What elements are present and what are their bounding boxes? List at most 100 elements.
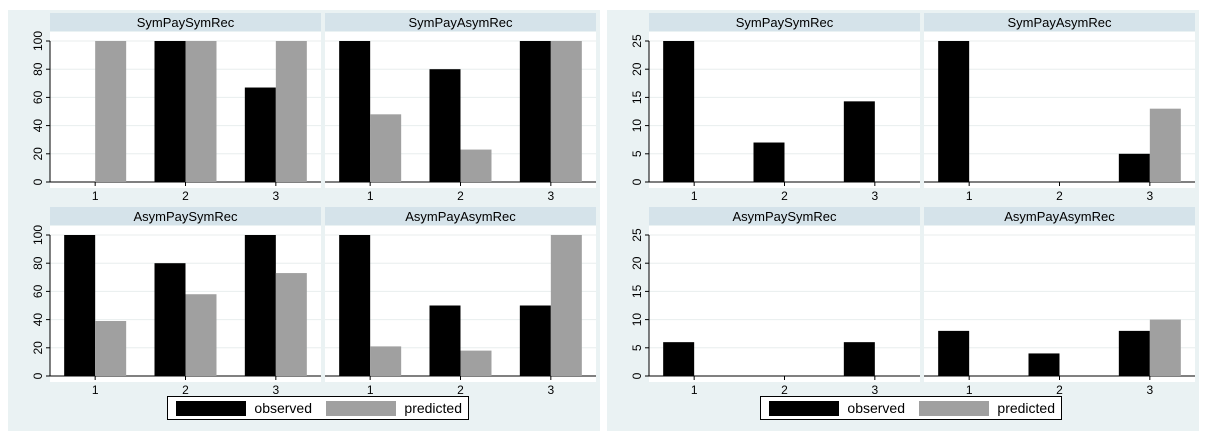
panel-title: SymPayAsymRec [408, 15, 513, 30]
bar-observed [663, 41, 695, 182]
legend: observed predicted [167, 396, 469, 420]
panel: SymPayAsymRec 1 2 3 [325, 13, 596, 203]
bar-observed [1028, 353, 1060, 376]
panel-header [50, 13, 321, 31]
bar-observed [339, 235, 371, 376]
bar-observed [154, 41, 186, 182]
y-tick-label: 60 [31, 284, 45, 298]
bar-predicted [275, 41, 307, 182]
panel-title: AsymPaySymRec [133, 209, 238, 224]
y-tick-label: 0 [31, 178, 45, 185]
y-tick-label: 100 [31, 31, 45, 51]
x-tick-label: 1 [367, 383, 374, 397]
bar-predicted [460, 149, 492, 182]
legend: observed predicted [760, 396, 1062, 420]
bar-observed [1118, 330, 1150, 376]
y-tick-label: 0 [630, 178, 644, 185]
bar-observed [938, 41, 970, 182]
x-tick-label: 2 [781, 189, 788, 203]
bar-observed [938, 330, 970, 376]
y-tick-label: 20 [31, 147, 45, 161]
bar-observed [429, 305, 461, 376]
panel-title: AsymPaySymRec [732, 209, 837, 224]
bar-predicted [460, 350, 492, 376]
panel-title: SymPaySymRec [736, 15, 834, 30]
y-tick-label: 10 [630, 119, 644, 133]
bar-predicted [95, 321, 127, 376]
y-tick-label: 25 [630, 34, 644, 48]
y-tick-label: 0 [630, 372, 644, 379]
legend-swatch-predicted [919, 400, 990, 416]
x-tick-label: 1 [92, 189, 99, 203]
y-tick-label: 10 [630, 313, 644, 327]
panel-header [649, 13, 920, 31]
graph-counts: SymPaySymRec 0 5 10 15 20 25 1 2 3 SymPayAsymRec 1 2… [607, 10, 1199, 431]
panel-title: AsymPayAsymRec [405, 209, 516, 224]
x-tick-label: 2 [781, 383, 788, 397]
x-tick-label: 3 [871, 189, 878, 203]
y-tick-label: 80 [31, 62, 45, 76]
panel-title: SymPaySymRec [137, 15, 235, 30]
bar-observed [519, 41, 551, 182]
legend-label-observed: observed [847, 400, 905, 416]
bar-predicted [95, 41, 127, 182]
x-tick-label: 3 [1146, 189, 1153, 203]
y-tick-label: 20 [31, 341, 45, 355]
panel-header [924, 207, 1195, 225]
panel-header [50, 207, 321, 225]
bar-observed [339, 41, 371, 182]
y-tick-label: 5 [630, 344, 644, 351]
panel-header [325, 13, 596, 31]
panel: SymPaySymRec 0 20 40 60 80 100 1 2 3 [31, 13, 321, 203]
x-tick-label: 1 [691, 383, 698, 397]
y-tick-label: 5 [630, 150, 644, 157]
legend-label-predicted: predicted [404, 400, 462, 416]
x-tick-label: 3 [272, 189, 279, 203]
y-tick-label: 25 [630, 228, 644, 242]
legend-swatch-predicted [326, 400, 397, 416]
y-tick-label: 15 [630, 90, 644, 104]
y-tick-label: 100 [31, 225, 45, 245]
panel: AsymPayAsymRec 1 2 3 [924, 207, 1195, 397]
y-tick-label: 20 [630, 256, 644, 270]
x-tick-label: 3 [1146, 383, 1153, 397]
y-tick-label: 80 [31, 256, 45, 270]
x-tick-label: 2 [182, 189, 189, 203]
bar-predicted [275, 273, 307, 376]
y-tick-label: 0 [31, 372, 45, 379]
panel: AsymPaySymRec 0 5 10 15 20 25 1 2 3 [630, 207, 920, 397]
x-tick-label: 1 [691, 189, 698, 203]
bar-predicted [550, 235, 582, 376]
bar-observed [843, 101, 875, 182]
graph-percentage: SymPaySymRec 0 20 40 60 80 100 1 2 3 SymPayAsymRec… [8, 10, 600, 431]
x-tick-label: 1 [367, 189, 374, 203]
x-tick-label: 2 [1056, 189, 1063, 203]
bar-observed [843, 342, 875, 376]
bar-observed [429, 69, 461, 182]
bar-observed [663, 342, 695, 376]
x-tick-label: 3 [547, 189, 554, 203]
legend-label-predicted: predicted [997, 400, 1055, 416]
bar-observed [64, 235, 96, 376]
panel-header [649, 207, 920, 225]
y-tick-label: 40 [31, 313, 45, 327]
x-tick-label: 2 [457, 383, 464, 397]
x-tick-label: 1 [92, 383, 99, 397]
panel: AsymPaySymRec 0 20 40 60 80 100 1 2 3 [31, 207, 321, 397]
panel: AsymPayAsymRec 1 2 3 [325, 207, 596, 397]
bar-predicted [370, 346, 402, 376]
x-tick-label: 1 [966, 383, 973, 397]
legend-swatch-observed [176, 400, 247, 416]
y-tick-label: 40 [31, 119, 45, 133]
bar-predicted [185, 41, 217, 182]
bar-predicted [1149, 108, 1181, 182]
x-tick-label: 3 [272, 383, 279, 397]
panel: SymPayAsymRec 1 2 3 [924, 13, 1195, 203]
panel-title: SymPayAsymRec [1007, 15, 1112, 30]
x-tick-label: 2 [1056, 383, 1063, 397]
y-tick-label: 15 [630, 284, 644, 298]
bar-predicted [550, 41, 582, 182]
